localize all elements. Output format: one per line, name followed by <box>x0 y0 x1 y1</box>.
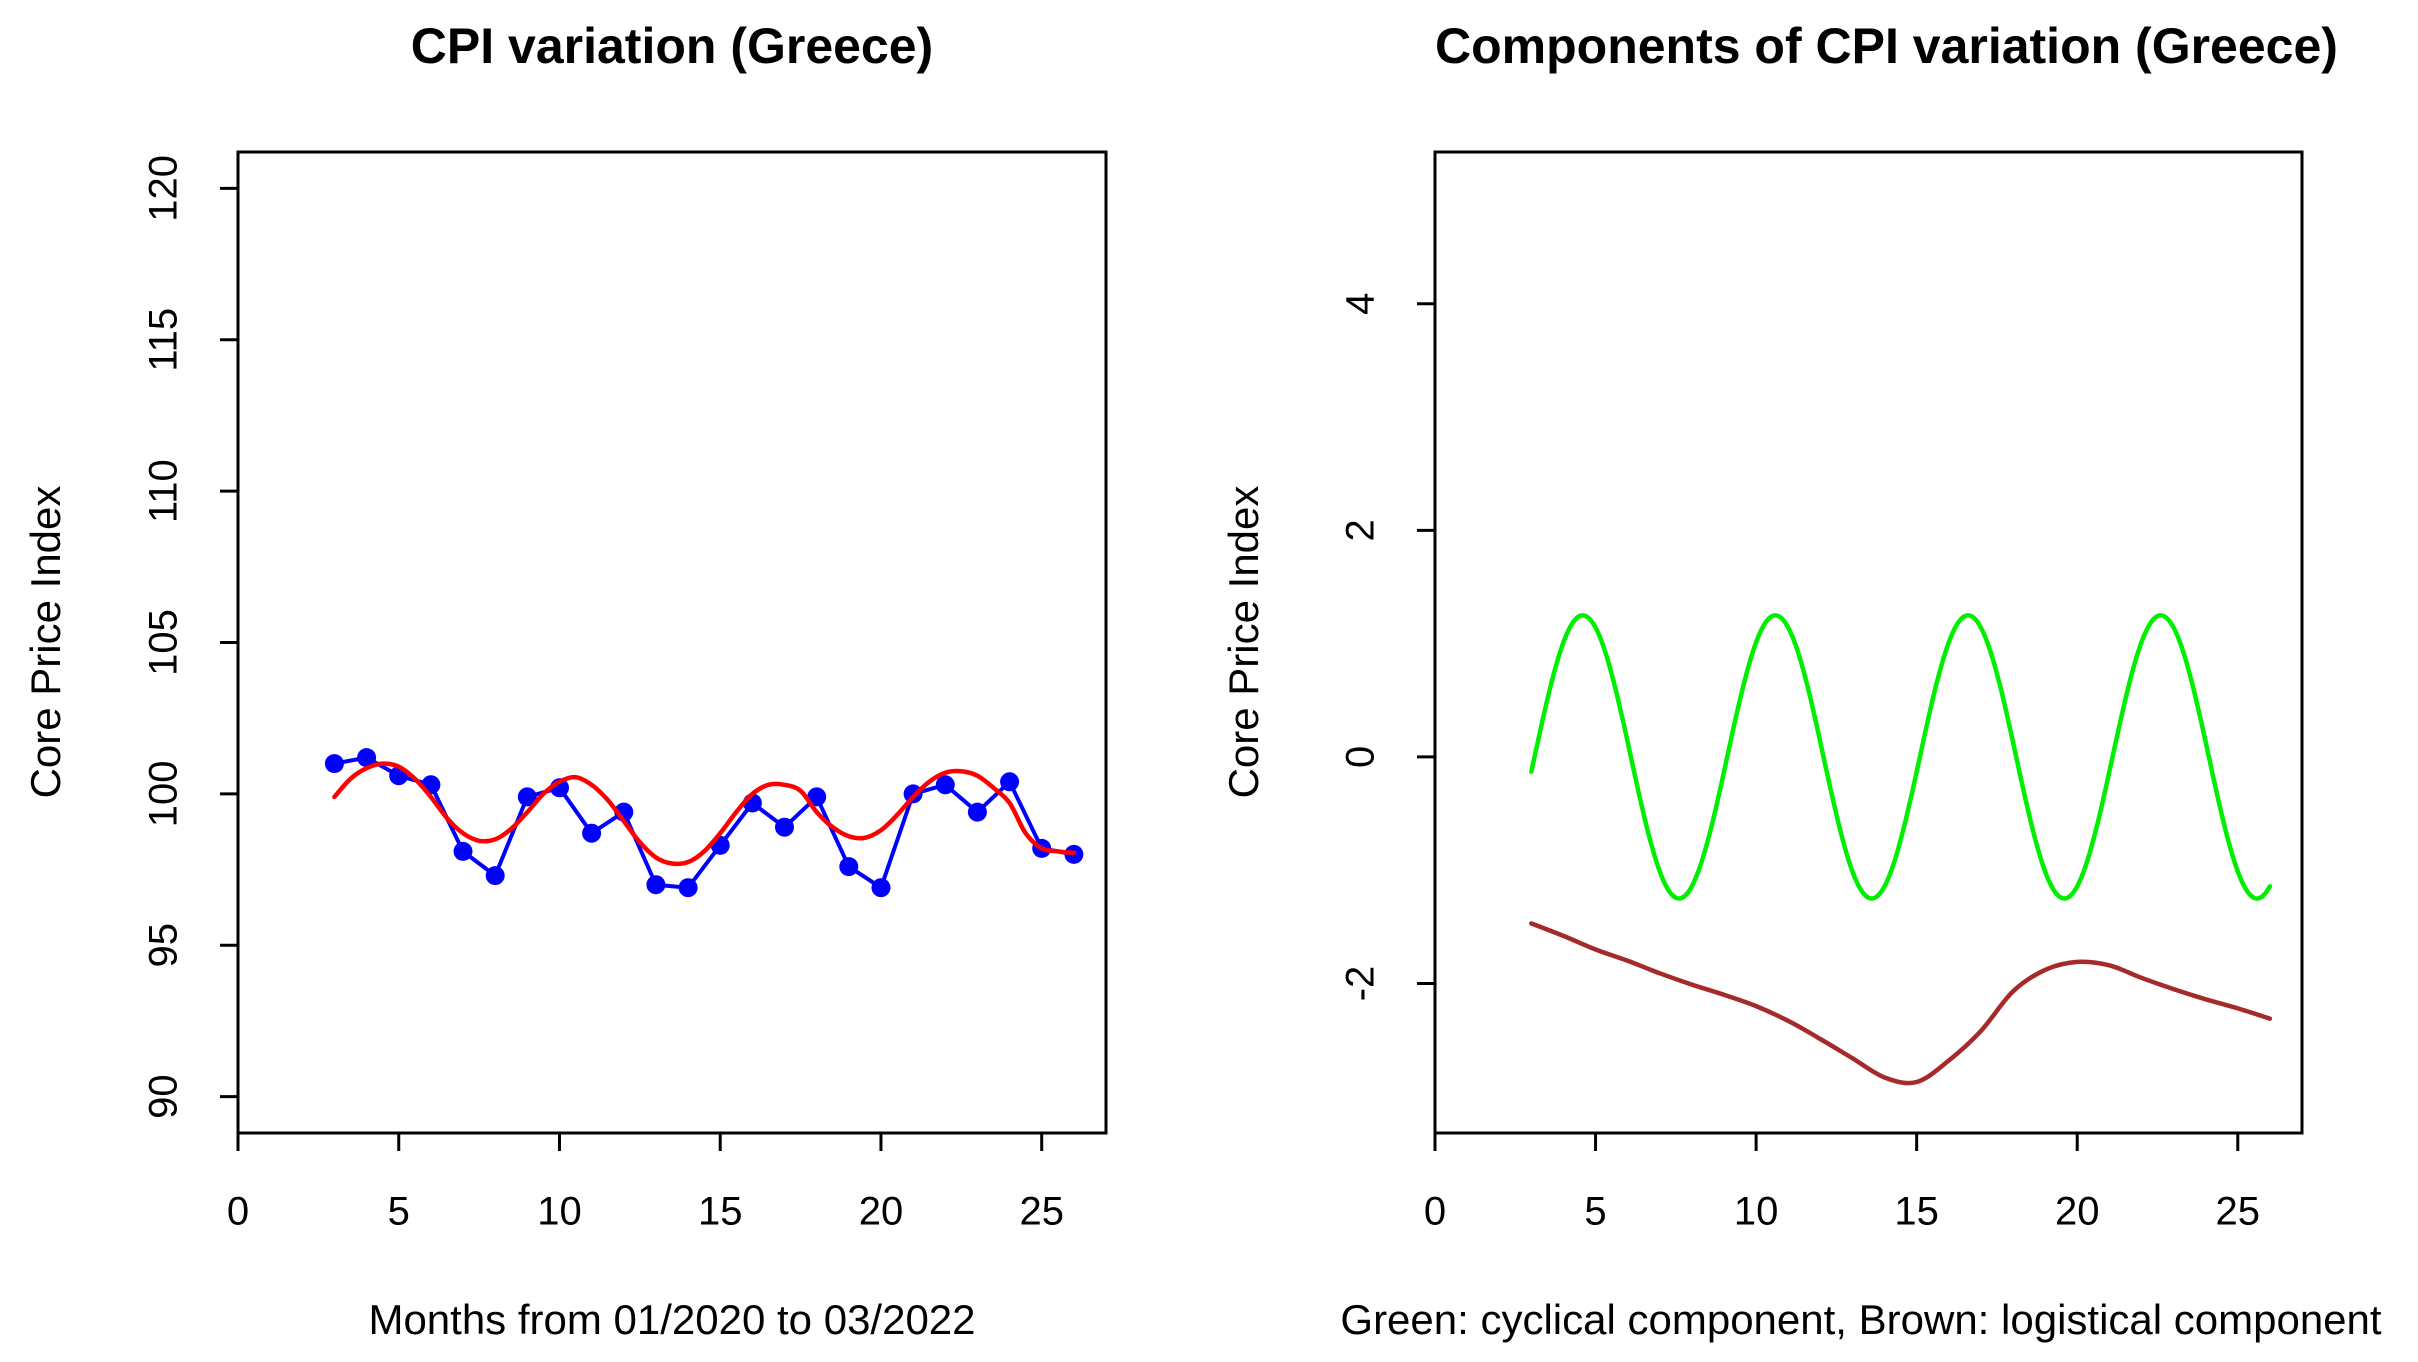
y-tick-label: 95 <box>142 923 186 968</box>
data-point-marker <box>324 754 344 774</box>
data-point-marker <box>935 775 955 795</box>
right-chart-title: Components of CPI variation (Greece) <box>1435 18 2338 74</box>
y-tick-label: 0 <box>1339 746 1383 768</box>
data-point-marker <box>807 787 827 807</box>
x-tick-label: 0 <box>227 1190 249 1234</box>
series-line-ff0000 <box>332 761 1077 867</box>
y-tick-label: 115 <box>142 308 186 372</box>
x-tick-label: 10 <box>537 1190 582 1234</box>
x-tick-label: 5 <box>388 1190 410 1234</box>
left-chart-title: CPI variation (Greece) <box>410 18 934 74</box>
y-tick-label: -2 <box>1339 966 1383 1002</box>
data-point-marker <box>678 878 698 898</box>
right-x-axis-caption: Green: cyclical component, Brown: logist… <box>1340 1296 2382 1343</box>
plot-box <box>236 150 1108 1135</box>
series-line-a52a2a <box>1529 921 2273 1086</box>
series-line-0000ff <box>334 755 1075 890</box>
x-tick-label: 10 <box>1734 1190 1779 1234</box>
data-point-marker <box>357 748 377 768</box>
x-tick-label: 20 <box>2055 1190 2100 1234</box>
y-tick-label: 4 <box>1339 293 1383 315</box>
y-tick-label: 90 <box>142 1074 186 1119</box>
y-tick-label: 120 <box>142 155 186 222</box>
data-point-marker <box>967 802 987 822</box>
x-tick-label: 25 <box>1019 1190 1064 1234</box>
x-tick-label: 15 <box>698 1190 743 1234</box>
left-x-axis-label: Months from 01/2020 to 03/2022 <box>368 1296 976 1343</box>
data-point-marker <box>453 841 473 861</box>
plot-box <box>1433 150 2304 1135</box>
y-tick-label: 110 <box>142 459 186 523</box>
right-y-axis-label: Core Price Index <box>1220 485 1267 799</box>
data-point-marker <box>871 878 891 898</box>
data-point-marker <box>646 875 666 895</box>
x-tick-label: 0 <box>1424 1190 1446 1234</box>
y-tick-label: 105 <box>142 609 186 676</box>
left-y-axis-label: Core Price Index <box>22 485 69 799</box>
data-point-marker <box>839 857 859 877</box>
x-tick-label: 25 <box>2216 1190 2261 1234</box>
data-point-marker <box>1000 772 1020 792</box>
data-point-marker <box>517 787 537 807</box>
data-point-marker <box>485 866 505 886</box>
x-tick-label: 20 <box>859 1190 904 1234</box>
x-tick-label: 5 <box>1584 1190 1606 1234</box>
x-tick-label: 15 <box>1894 1190 1939 1234</box>
series-line-00ee00 <box>1529 613 2273 901</box>
data-point-marker <box>775 817 794 837</box>
y-tick-label: 100 <box>142 761 186 828</box>
y-tick-label: 2 <box>1339 519 1383 541</box>
data-point-marker <box>582 823 602 843</box>
